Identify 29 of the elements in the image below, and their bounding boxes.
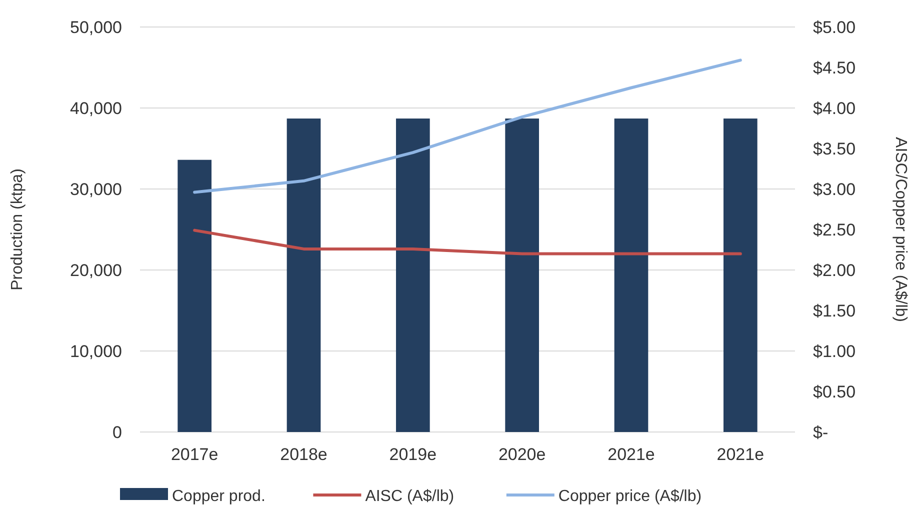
y2-tick-label: $4.00 [813, 99, 856, 118]
y2-tick-label: $3.00 [813, 180, 856, 199]
legend-label: AISC (A$/lb) [365, 488, 454, 505]
x-tick-label: 2021e [716, 445, 764, 464]
y2-tick-label: $3.50 [813, 140, 856, 158]
y-tick-label: 20,000 [70, 261, 122, 280]
y2-tick-label: $2.00 [813, 261, 856, 280]
x-tick-label: 2020e [498, 445, 546, 464]
y-tick-label: 40,000 [70, 99, 122, 118]
x-tick-label: 2018e [280, 445, 328, 464]
y2-tick-label: $1.00 [813, 342, 856, 361]
y2-tick-label: $2.50 [813, 220, 856, 240]
line-series [193, 58, 742, 194]
y2-tick-label: $- [813, 423, 828, 442]
y2-tick-label: $1.50 [813, 302, 856, 320]
y-tick-label: 10,000 [70, 342, 122, 361]
legend-label: Copper price (A$/lb) [558, 488, 702, 505]
y2-tick-label: $0.50 [813, 382, 856, 402]
x-tick-label: 2017e [170, 445, 218, 464]
y2-tick-label: $4.50 [813, 58, 856, 78]
y2-tick-label: $5.00 [813, 18, 856, 37]
y-tick-label: 30,000 [70, 180, 122, 199]
y-axis-title: Production (ktpa) [9, 168, 26, 290]
x-tick-label: 2019e [389, 445, 437, 464]
y2-axis-title: AISC/Copper price (A$/lb) [892, 137, 909, 322]
x-tick-label: 2021e [608, 445, 655, 464]
legend-label: Copper prod. [172, 488, 266, 505]
y-tick-label: 0 [112, 423, 122, 442]
y-tick-label: 50,000 [70, 18, 122, 37]
